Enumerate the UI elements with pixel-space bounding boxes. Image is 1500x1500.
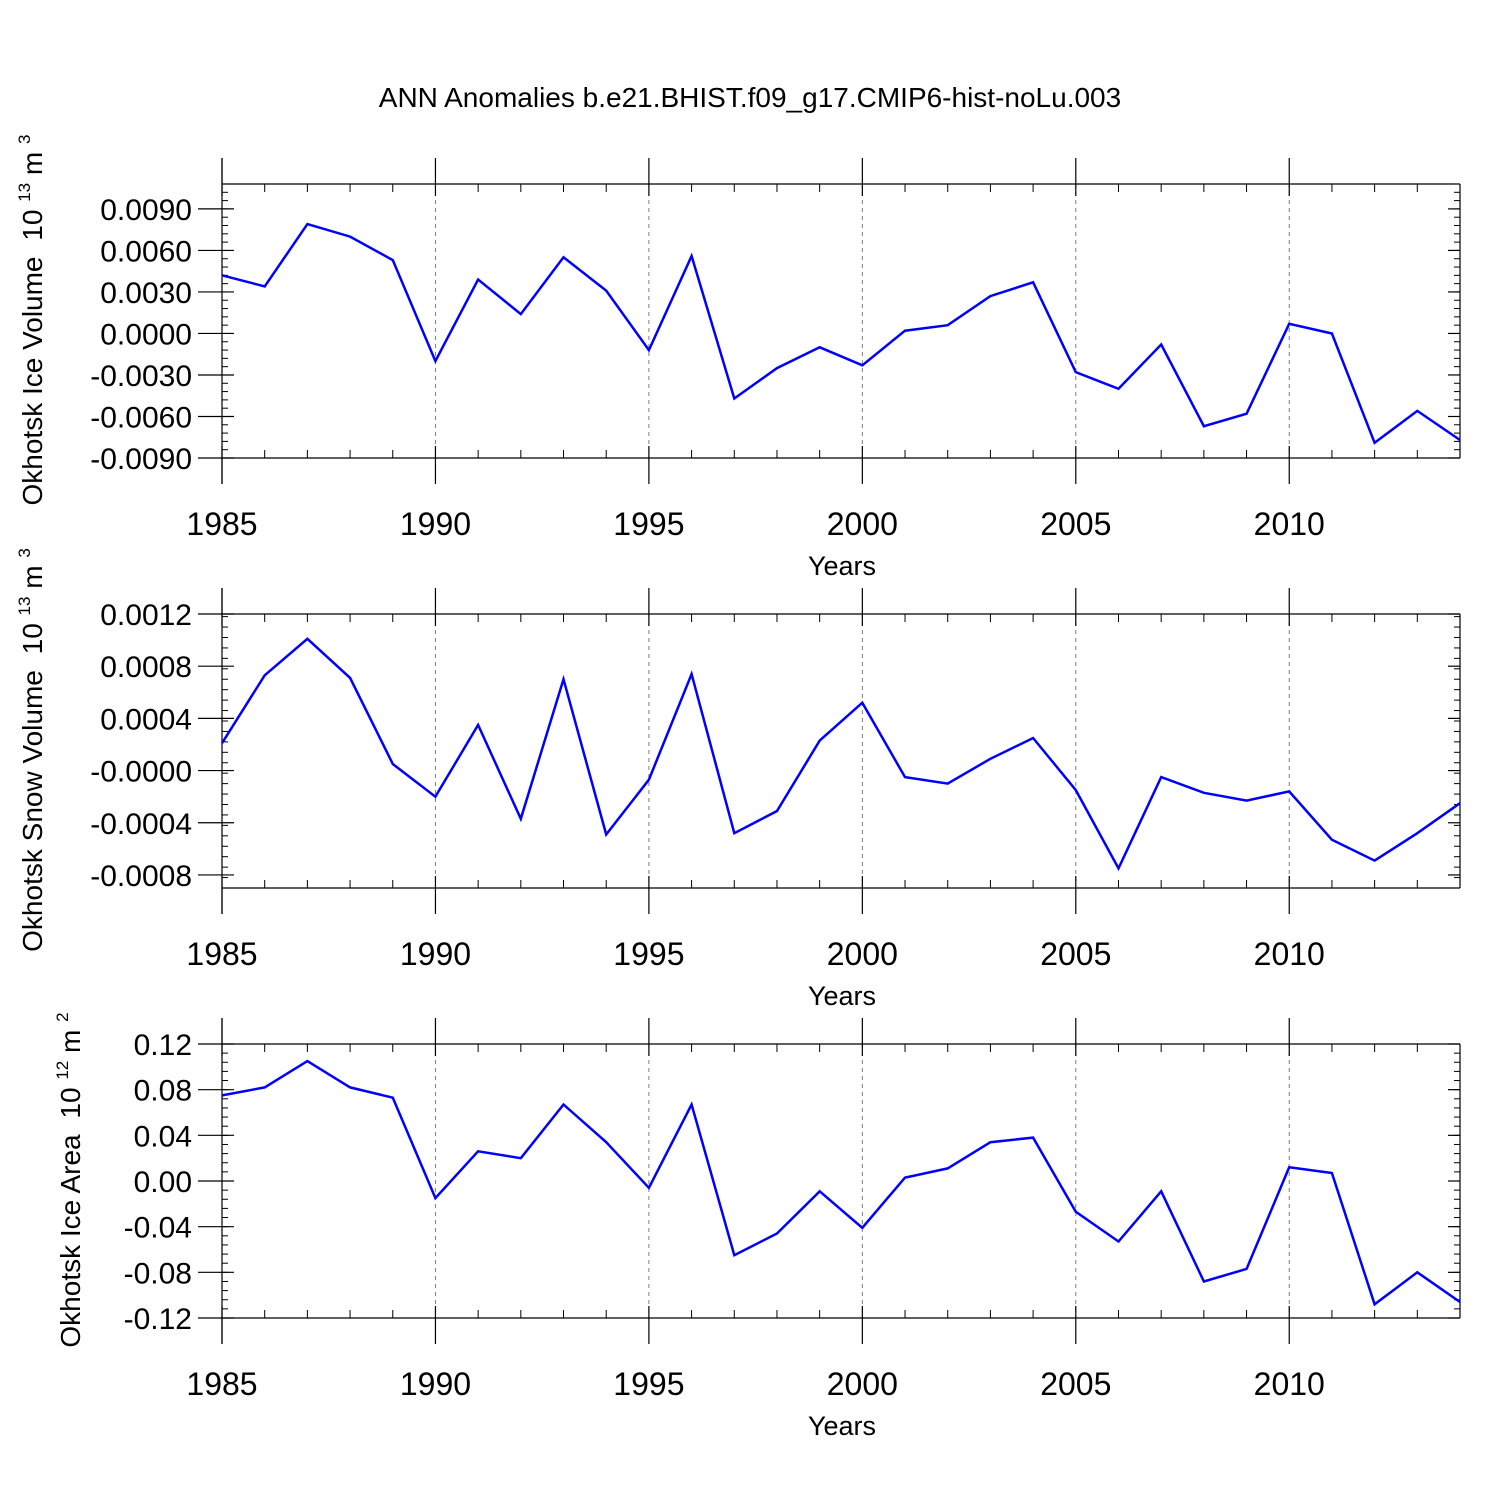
x-tick-label: 1990 — [400, 936, 471, 972]
y-axis-unit-base: 10 — [17, 623, 48, 654]
y-tick-label: -0.0000 — [90, 756, 192, 789]
y-tick-label: -0.0090 — [90, 443, 192, 476]
y-axis-label-text: Okhotsk Ice Volume — [17, 256, 48, 505]
x-tick-label: 1995 — [613, 936, 684, 972]
y-axis-unit-base: 10 — [17, 210, 48, 241]
snow-volume-panel: Years Okhotsk Snow Volume 10 13 m 3 -0.0… — [5, 548, 1461, 1011]
x-tick-label: 1990 — [400, 1366, 471, 1402]
ice-area-panel: Years Okhotsk Ice Area 10 12 m 2 -0.12 -0… — [43, 1012, 1461, 1441]
y-axis-unit-suffix: m — [55, 1030, 86, 1053]
series-line — [221, 222, 1461, 445]
y-axis-label: Okhotsk Ice Area 10 12 m 2 — [43, 1012, 86, 1347]
x-tick-label: 1990 — [400, 506, 471, 542]
x-tick-label: 1995 — [613, 506, 684, 542]
x-tick-label: 2005 — [1040, 506, 1111, 542]
y-tick-label: -0.08 — [124, 1257, 192, 1290]
y-axis-unit-suffix-exp: 2 — [53, 1012, 72, 1021]
y-tick-label: 0.12 — [134, 1029, 192, 1062]
y-tick-label: 0.0090 — [100, 194, 192, 227]
x-axis-label: Years — [808, 981, 876, 1011]
y-tick-label: -0.0060 — [90, 401, 192, 434]
x-tick-label: 2000 — [827, 1366, 898, 1402]
y-axis-label-text: Okhotsk Snow Volume — [17, 670, 48, 952]
y-tick-label: -0.0030 — [90, 360, 192, 393]
x-tick-label: 2010 — [1254, 1366, 1325, 1402]
x-tick-label: 1985 — [186, 506, 257, 542]
y-axis-label-text: Okhotsk Ice Area — [55, 1134, 86, 1348]
y-tick-label: 0.0012 — [100, 599, 192, 632]
x-axis-label: Years — [808, 551, 876, 581]
y-axis-unit-exp: 12 — [53, 1061, 72, 1080]
y-axis-unit-base: 10 — [55, 1087, 86, 1118]
y-tick-label: 0.0000 — [100, 318, 192, 351]
y-tick-label: 0.04 — [134, 1120, 192, 1153]
y-tick-label: -0.0004 — [90, 808, 192, 841]
x-tick-label: 2005 — [1040, 936, 1111, 972]
series-line — [220, 637, 1461, 872]
ice-volume-panel: Years Okhotsk Ice Volume 10 13 m 3 -0.00… — [5, 134, 1461, 581]
y-axis-label: Okhotsk Snow Volume 10 13 m 3 — [5, 548, 48, 952]
x-axis-label: Years — [808, 1411, 876, 1441]
y-tick-label: 0.0030 — [100, 277, 192, 310]
y-tick-label: 0.0060 — [100, 235, 192, 268]
x-tick-label: 1985 — [186, 1366, 257, 1402]
y-tick-label: 0.00 — [134, 1166, 192, 1199]
x-tick-label: 2010 — [1254, 506, 1325, 542]
x-tick-label: 2000 — [827, 936, 898, 972]
y-axis-unit-suffix-exp: 3 — [15, 548, 34, 557]
y-axis-unit-suffix-exp: 3 — [15, 134, 34, 143]
y-tick-label: -0.04 — [124, 1212, 192, 1245]
series-line — [221, 1059, 1461, 1307]
x-tick-label: 2010 — [1254, 936, 1325, 972]
y-tick-label: 0.0008 — [100, 651, 192, 684]
y-axis-unit-suffix: m — [17, 565, 48, 588]
y-axis-label: Okhotsk Ice Volume 10 13 m 3 — [5, 134, 48, 505]
y-axis-unit-exp: 13 — [15, 597, 34, 616]
y-tick-label: 0.08 — [134, 1075, 192, 1108]
x-tick-label: 2005 — [1040, 1366, 1111, 1402]
x-tick-label: 1985 — [186, 936, 257, 972]
y-tick-label: -0.12 — [124, 1303, 192, 1336]
x-tick-label: 2000 — [827, 506, 898, 542]
y-tick-label: -0.0008 — [90, 860, 192, 893]
y-axis-unit-suffix: m — [17, 152, 48, 175]
y-axis-unit-exp: 13 — [15, 183, 34, 202]
y-tick-label: 0.0004 — [100, 703, 192, 736]
x-tick-label: 1995 — [613, 1366, 684, 1402]
figure-title: ANN Anomalies b.e21.BHIST.f09_g17.CMIP6-… — [379, 82, 1121, 113]
